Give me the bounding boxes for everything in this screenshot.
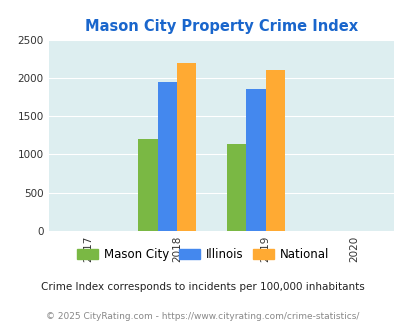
Bar <box>245 89 265 231</box>
Legend: Mason City, Illinois, National: Mason City, Illinois, National <box>72 244 333 266</box>
Bar <box>265 70 284 231</box>
Bar <box>138 139 157 231</box>
Bar <box>157 82 177 231</box>
Bar <box>177 63 196 231</box>
Text: Crime Index corresponds to incidents per 100,000 inhabitants: Crime Index corresponds to incidents per… <box>41 282 364 292</box>
Title: Mason City Property Crime Index: Mason City Property Crime Index <box>85 19 357 34</box>
Bar <box>226 145 245 231</box>
Text: © 2025 CityRating.com - https://www.cityrating.com/crime-statistics/: © 2025 CityRating.com - https://www.city… <box>46 312 359 321</box>
